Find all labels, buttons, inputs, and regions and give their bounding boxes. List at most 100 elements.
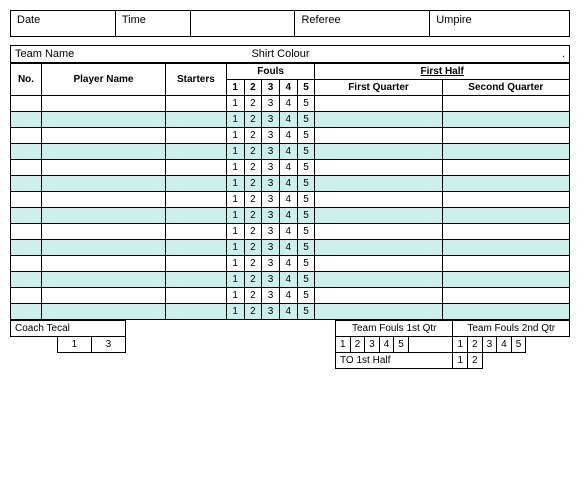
- cell-starters[interactable]: [165, 144, 226, 160]
- cell-no[interactable]: [11, 288, 42, 304]
- header-umpire[interactable]: Umpire: [430, 11, 570, 37]
- cell-no[interactable]: [11, 112, 42, 128]
- cell-foul[interactable]: 4: [279, 112, 297, 128]
- cell-no[interactable]: [11, 192, 42, 208]
- coach-num-1[interactable]: 1: [57, 337, 91, 353]
- cell-foul[interactable]: 5: [297, 256, 315, 272]
- cell-foul[interactable]: 3: [262, 288, 280, 304]
- cell-first-quarter[interactable]: [315, 256, 442, 272]
- cell-player[interactable]: [41, 176, 165, 192]
- cell-foul[interactable]: 3: [262, 256, 280, 272]
- cell-foul[interactable]: 2: [244, 256, 262, 272]
- cell-starters[interactable]: [165, 304, 226, 320]
- cell-foul[interactable]: 1: [226, 256, 244, 272]
- cell-foul[interactable]: 3: [262, 160, 280, 176]
- cell-foul[interactable]: 1: [226, 128, 244, 144]
- cell-foul[interactable]: 2: [244, 160, 262, 176]
- cell-foul[interactable]: 4: [279, 208, 297, 224]
- cell-player[interactable]: [41, 96, 165, 112]
- tf2-5[interactable]: 5: [511, 337, 526, 353]
- cell-first-quarter[interactable]: [315, 112, 442, 128]
- cell-second-quarter[interactable]: [442, 256, 569, 272]
- cell-foul[interactable]: 1: [226, 192, 244, 208]
- tf2-1[interactable]: 1: [453, 337, 468, 353]
- cell-foul[interactable]: 5: [297, 96, 315, 112]
- cell-player[interactable]: [41, 160, 165, 176]
- cell-second-quarter[interactable]: [442, 128, 569, 144]
- tf1-3[interactable]: 3: [365, 337, 380, 353]
- to-1[interactable]: 1: [453, 353, 468, 369]
- cell-player[interactable]: [41, 112, 165, 128]
- cell-foul[interactable]: 4: [279, 288, 297, 304]
- cell-no[interactable]: [11, 96, 42, 112]
- cell-foul[interactable]: 1: [226, 96, 244, 112]
- cell-first-quarter[interactable]: [315, 224, 442, 240]
- cell-first-quarter[interactable]: [315, 304, 442, 320]
- cell-foul[interactable]: 2: [244, 240, 262, 256]
- cell-foul[interactable]: 2: [244, 224, 262, 240]
- cell-foul[interactable]: 5: [297, 128, 315, 144]
- cell-foul[interactable]: 2: [244, 192, 262, 208]
- cell-foul[interactable]: 4: [279, 176, 297, 192]
- cell-first-quarter[interactable]: [315, 128, 442, 144]
- cell-no[interactable]: [11, 176, 42, 192]
- cell-foul[interactable]: 3: [262, 272, 280, 288]
- cell-foul[interactable]: 3: [262, 144, 280, 160]
- cell-foul[interactable]: 5: [297, 208, 315, 224]
- cell-no[interactable]: [11, 304, 42, 320]
- cell-player[interactable]: [41, 208, 165, 224]
- header-time[interactable]: Time: [115, 11, 190, 37]
- cell-foul[interactable]: 1: [226, 208, 244, 224]
- header-referee[interactable]: Referee: [295, 11, 430, 37]
- cell-foul[interactable]: 2: [244, 272, 262, 288]
- cell-starters[interactable]: [165, 176, 226, 192]
- coach-num-2[interactable]: 3: [91, 337, 125, 353]
- cell-starters[interactable]: [165, 112, 226, 128]
- cell-second-quarter[interactable]: [442, 272, 569, 288]
- cell-foul[interactable]: 2: [244, 304, 262, 320]
- cell-foul[interactable]: 3: [262, 128, 280, 144]
- header-date[interactable]: Date: [11, 11, 116, 37]
- cell-foul[interactable]: 5: [297, 144, 315, 160]
- cell-player[interactable]: [41, 144, 165, 160]
- cell-foul[interactable]: 2: [244, 288, 262, 304]
- cell-second-quarter[interactable]: [442, 96, 569, 112]
- cell-first-quarter[interactable]: [315, 160, 442, 176]
- cell-first-quarter[interactable]: [315, 208, 442, 224]
- tf1-5[interactable]: 5: [394, 337, 409, 353]
- cell-no[interactable]: [11, 240, 42, 256]
- cell-foul[interactable]: 3: [262, 112, 280, 128]
- cell-no[interactable]: [11, 256, 42, 272]
- cell-foul[interactable]: 2: [244, 96, 262, 112]
- cell-foul[interactable]: 3: [262, 96, 280, 112]
- cell-second-quarter[interactable]: [442, 176, 569, 192]
- cell-player[interactable]: [41, 304, 165, 320]
- cell-player[interactable]: [41, 272, 165, 288]
- cell-foul[interactable]: 4: [279, 160, 297, 176]
- cell-player[interactable]: [41, 288, 165, 304]
- cell-first-quarter[interactable]: [315, 96, 442, 112]
- tf2-3[interactable]: 3: [482, 337, 497, 353]
- cell-second-quarter[interactable]: [442, 304, 569, 320]
- cell-foul[interactable]: 2: [244, 208, 262, 224]
- cell-second-quarter[interactable]: [442, 208, 569, 224]
- cell-no[interactable]: [11, 160, 42, 176]
- cell-foul[interactable]: 4: [279, 304, 297, 320]
- tf2-2[interactable]: 2: [468, 337, 483, 353]
- cell-first-quarter[interactable]: [315, 176, 442, 192]
- cell-second-quarter[interactable]: [442, 192, 569, 208]
- cell-foul[interactable]: 1: [226, 224, 244, 240]
- cell-second-quarter[interactable]: [442, 144, 569, 160]
- cell-foul[interactable]: 3: [262, 192, 280, 208]
- cell-starters[interactable]: [165, 240, 226, 256]
- cell-foul[interactable]: 1: [226, 304, 244, 320]
- cell-foul[interactable]: 5: [297, 240, 315, 256]
- tf1-1[interactable]: 1: [336, 337, 351, 353]
- cell-starters[interactable]: [165, 272, 226, 288]
- cell-foul[interactable]: 3: [262, 224, 280, 240]
- cell-second-quarter[interactable]: [442, 224, 569, 240]
- cell-foul[interactable]: 1: [226, 144, 244, 160]
- cell-first-quarter[interactable]: [315, 272, 442, 288]
- cell-starters[interactable]: [165, 208, 226, 224]
- cell-foul[interactable]: 3: [262, 304, 280, 320]
